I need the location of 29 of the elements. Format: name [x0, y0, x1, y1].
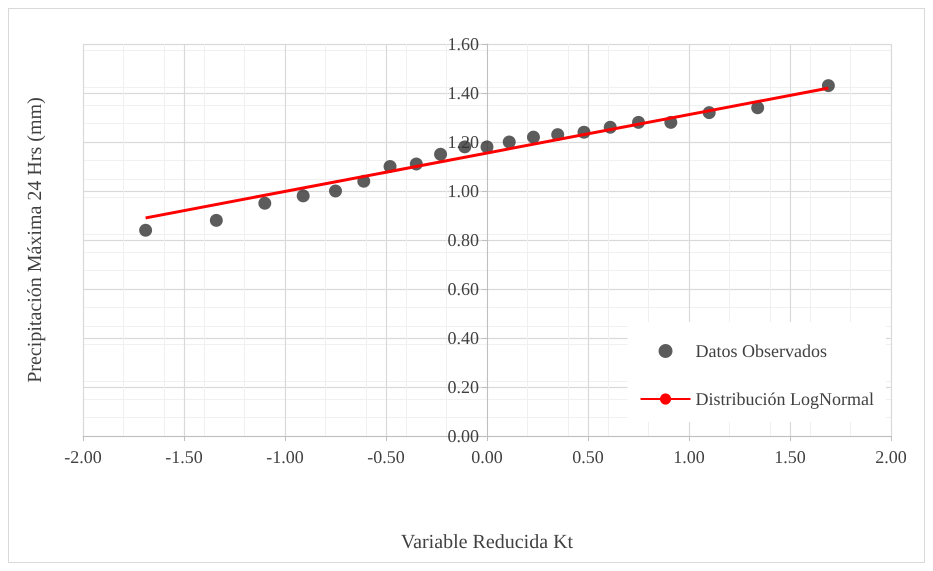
y-tick-label: 0.20: [448, 377, 479, 397]
point: [258, 196, 272, 210]
y-tick-label: 1.00: [448, 181, 479, 201]
x-tick-label: -1.50: [165, 447, 203, 467]
y-tick-label: 0.80: [448, 230, 479, 250]
point: [502, 136, 516, 148]
x-tick-label: -1.00: [266, 447, 304, 467]
point: [329, 184, 342, 198]
y-tick-label: 1.40: [448, 83, 479, 103]
x-axis-title: Variable Reducida Kt: [400, 531, 574, 553]
legend-label: Datos Observados: [696, 341, 828, 361]
x-tick-label: -2.00: [64, 447, 102, 467]
x-tick-label: 0.00: [471, 447, 503, 467]
y-tick-label: 1.60: [448, 34, 479, 54]
y-tick-label: 0.00: [448, 426, 479, 446]
point: [139, 224, 152, 237]
x-tick-label: -0.50: [367, 447, 405, 467]
point: [210, 214, 223, 227]
x-tick-label: 1.50: [774, 447, 806, 467]
point: [434, 148, 448, 161]
point: [526, 130, 540, 144]
point: [296, 189, 310, 202]
y-tick-label: 0.60: [448, 279, 479, 299]
x-tick-label: 0.50: [572, 447, 604, 467]
x-tick-label: 2.00: [875, 447, 907, 467]
y-axis-title: Precipitación Máxima 24 Hrs (mm): [24, 97, 46, 383]
legend-label: Distribución LogNormal: [696, 389, 874, 409]
y-tick-label: 0.40: [448, 328, 479, 348]
x-tick-label: 1.00: [673, 447, 705, 467]
